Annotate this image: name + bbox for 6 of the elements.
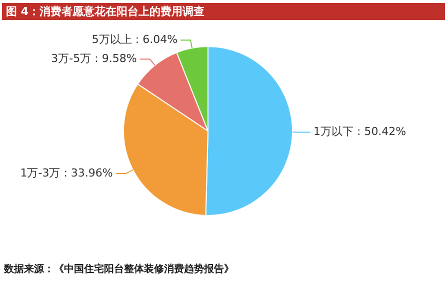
- slice-label: 1万-3万 : 33.96%: [20, 166, 113, 180]
- chart-title: 图 4：消费者愿意花在阳台上的费用调查: [2, 3, 445, 20]
- source-note: 数据来源：《中国住宅阳台整体装修消费趋势报告》: [2, 262, 235, 276]
- slice-label: 5万以上 : 6.04%: [92, 33, 178, 46]
- slice-label: 3万-5万 : 9.58%: [51, 52, 137, 65]
- slice-label: 1万以下 : 50.42%: [313, 125, 406, 138]
